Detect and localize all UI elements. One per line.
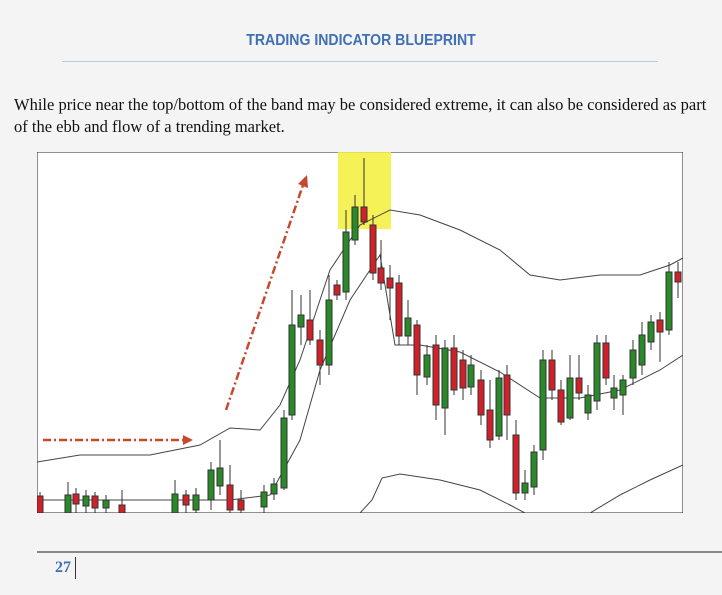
arrowhead	[183, 435, 193, 445]
header-rule	[62, 61, 658, 62]
chart-illustration	[37, 152, 683, 513]
bands	[37, 209, 683, 513]
footer-rule	[37, 551, 722, 553]
arrows	[43, 184, 305, 442]
page-number: 27	[55, 557, 76, 579]
paragraph: While price near the top/bottom of the b…	[14, 95, 707, 136]
header-title: TRADING INDICATOR BLUEPRINT	[246, 32, 476, 49]
candles	[37, 158, 682, 513]
arrowhead	[298, 175, 308, 188]
